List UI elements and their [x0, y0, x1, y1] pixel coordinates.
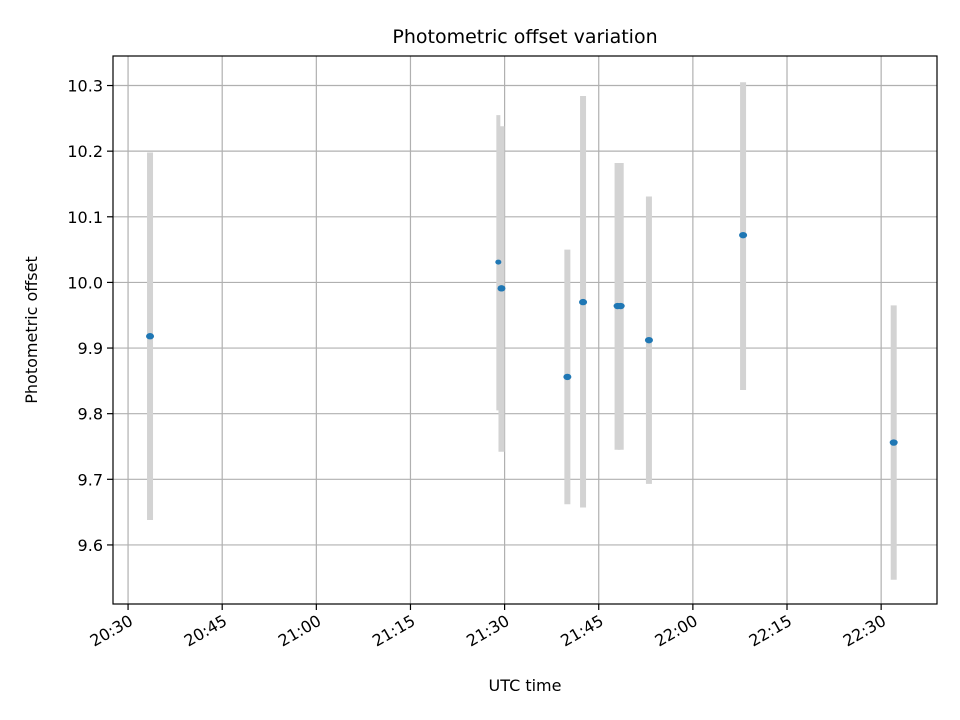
data-point	[644, 336, 653, 344]
error-bars	[147, 82, 897, 580]
y-axis-label: Photometric offset	[22, 256, 41, 404]
data-point	[739, 231, 748, 239]
data-point	[146, 333, 155, 340]
x-tick-label: 20:30	[87, 611, 136, 651]
y-tick-label: 9.7	[78, 470, 103, 489]
data-point	[616, 302, 625, 310]
y-tick-label: 10.3	[67, 77, 103, 96]
chart-title: Photometric offset variation	[392, 26, 657, 48]
y-tick-label: 9.8	[78, 405, 103, 424]
y-tick-label: 10.1	[67, 208, 103, 227]
x-tick-label: 22:00	[651, 611, 700, 651]
y-tick-label: 9.6	[78, 536, 103, 555]
data-point	[889, 439, 898, 446]
y-tick-label: 10.2	[67, 142, 103, 161]
plot-frame	[112, 55, 938, 605]
data-points	[146, 231, 898, 446]
x-tick-label: 22:15	[746, 611, 795, 651]
x-tick-label: 22:30	[840, 611, 889, 651]
y-tick-label: 10.0	[67, 273, 103, 292]
x-tick-label: 21:30	[463, 611, 512, 651]
x-tick-label: 21:45	[557, 611, 606, 651]
axis-ticks: 9.6 9.7 9.8 9.9 10.0 10.1 10.2 10.3 20:30 20:45 21…	[67, 77, 889, 651]
x-axis-label: UTC time	[489, 676, 562, 695]
data-point	[579, 298, 588, 306]
data-point	[563, 373, 572, 381]
y-tick-label: 9.9	[78, 339, 103, 358]
grid	[113, 56, 937, 604]
data-point	[495, 259, 502, 265]
x-tick-label: 21:15	[369, 611, 418, 651]
data-point	[497, 285, 506, 292]
x-tick-label: 21:00	[275, 611, 324, 651]
x-tick-label: 20:45	[181, 611, 230, 651]
